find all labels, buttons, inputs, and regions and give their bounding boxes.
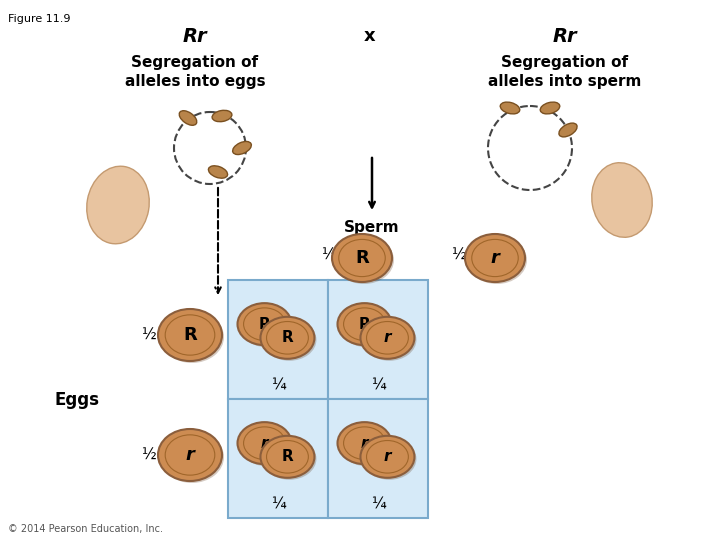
Text: Eggs: Eggs [55,391,100,409]
Ellipse shape [340,424,394,466]
Text: R: R [282,449,293,464]
Ellipse shape [238,422,292,464]
Text: © 2014 Pearson Education, Inc.: © 2014 Pearson Education, Inc. [8,524,163,534]
Text: R: R [258,316,271,332]
Text: r: r [384,330,391,345]
Text: Sperm: Sperm [344,220,400,235]
Ellipse shape [86,166,149,244]
Ellipse shape [467,236,527,284]
Ellipse shape [592,163,652,237]
Ellipse shape [334,236,394,284]
Text: R: R [359,316,370,332]
Text: R: R [183,326,197,344]
Ellipse shape [263,319,317,361]
Text: ¼: ¼ [271,377,285,393]
Bar [228,399,328,518]
Text: ½: ½ [140,327,156,342]
Text: R: R [355,249,369,267]
Ellipse shape [238,303,292,345]
Ellipse shape [208,166,228,178]
Ellipse shape [240,424,294,466]
Text: ½: ½ [320,247,336,262]
Text: ½: ½ [451,247,465,262]
Ellipse shape [179,111,197,125]
Text: ¼: ¼ [371,496,385,511]
Ellipse shape [240,305,294,347]
Ellipse shape [559,123,577,137]
Text: x: x [364,27,376,45]
Ellipse shape [340,305,394,347]
Text: r: r [186,446,194,464]
Text: r: r [384,449,391,464]
Text: R: R [282,330,293,345]
Ellipse shape [338,303,392,345]
Ellipse shape [338,422,392,464]
Text: r: r [490,249,500,267]
Ellipse shape [465,234,525,282]
Ellipse shape [362,319,416,361]
Text: ¼: ¼ [271,496,285,511]
Ellipse shape [361,317,415,359]
Bar [328,399,428,518]
Text: Segregation of
alleles into sperm: Segregation of alleles into sperm [488,55,642,89]
Text: Rr: Rr [553,26,577,45]
Ellipse shape [361,436,415,478]
Ellipse shape [261,317,315,359]
Ellipse shape [160,311,224,363]
Text: ½: ½ [140,448,156,462]
Ellipse shape [263,438,317,480]
Ellipse shape [500,102,520,114]
Text: ¼: ¼ [371,377,385,393]
Ellipse shape [160,431,224,483]
Text: Rr: Rr [183,26,207,45]
Text: r: r [261,436,269,451]
Bar [228,280,328,399]
Ellipse shape [158,429,222,481]
Text: r: r [361,436,368,451]
Ellipse shape [158,309,222,361]
Bar [328,280,428,399]
Text: Segregation of
alleles into eggs: Segregation of alleles into eggs [125,55,265,89]
Ellipse shape [332,234,392,282]
Ellipse shape [362,438,416,480]
Ellipse shape [261,436,315,478]
Ellipse shape [212,110,232,122]
Ellipse shape [540,102,559,114]
Text: Figure 11.9: Figure 11.9 [8,14,71,24]
Ellipse shape [233,141,251,154]
